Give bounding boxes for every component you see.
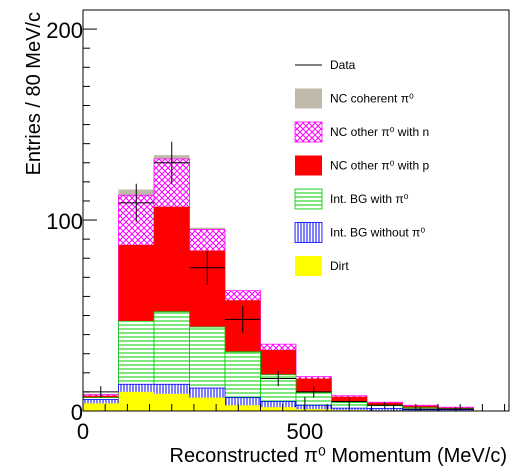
bar-0-4 (225, 405, 261, 411)
legend-label-2: NC other π⁰ with n (330, 125, 429, 139)
bar-0-0 (83, 403, 119, 411)
legend: Data NC coherent π⁰ NC other π⁰ with n NC o… (294, 58, 429, 276)
legend-marker-5 (294, 222, 323, 243)
legend-marker-1 (295, 88, 322, 109)
legend-marker-6 (295, 256, 322, 276)
x-tick-label-0: 0 (77, 419, 89, 444)
legend-label-1: NC coherent π⁰ (330, 92, 414, 106)
legend-label-5: Int. BG without π⁰ (330, 226, 425, 240)
y-axis-title: Entries / 80 MeV/c (23, 12, 45, 175)
legend-label-6: Dirt (330, 259, 349, 273)
legend-label-3: NC other π⁰ with p (330, 159, 429, 173)
y-tick-label-200: 200 (46, 18, 83, 43)
bar-0-3 (189, 397, 225, 411)
legend-marker-2 (294, 121, 323, 143)
tick-labels: 0 100 200 0 500 (46, 18, 323, 444)
bar-0-2 (154, 393, 190, 411)
axis-ticks (82, 9, 506, 412)
y-tick-label-100: 100 (46, 209, 83, 234)
bar-0-5 (260, 407, 296, 411)
data-points (83, 141, 474, 411)
x-tick-label-500: 500 (287, 419, 324, 444)
legend-marker-4 (294, 188, 323, 210)
bar-0-6 (296, 409, 332, 411)
bar-0-1 (118, 391, 154, 411)
y-tick-label-0: 0 (71, 400, 83, 425)
x-axis-title: Reconstructed π⁰ Momentum (MeV/c) (170, 445, 507, 467)
legend-label-0: Data (330, 58, 356, 72)
legend-label-4: Int. BG with π⁰ (330, 192, 409, 206)
legend-marker-3 (295, 155, 322, 176)
plot-frame (82, 9, 510, 412)
